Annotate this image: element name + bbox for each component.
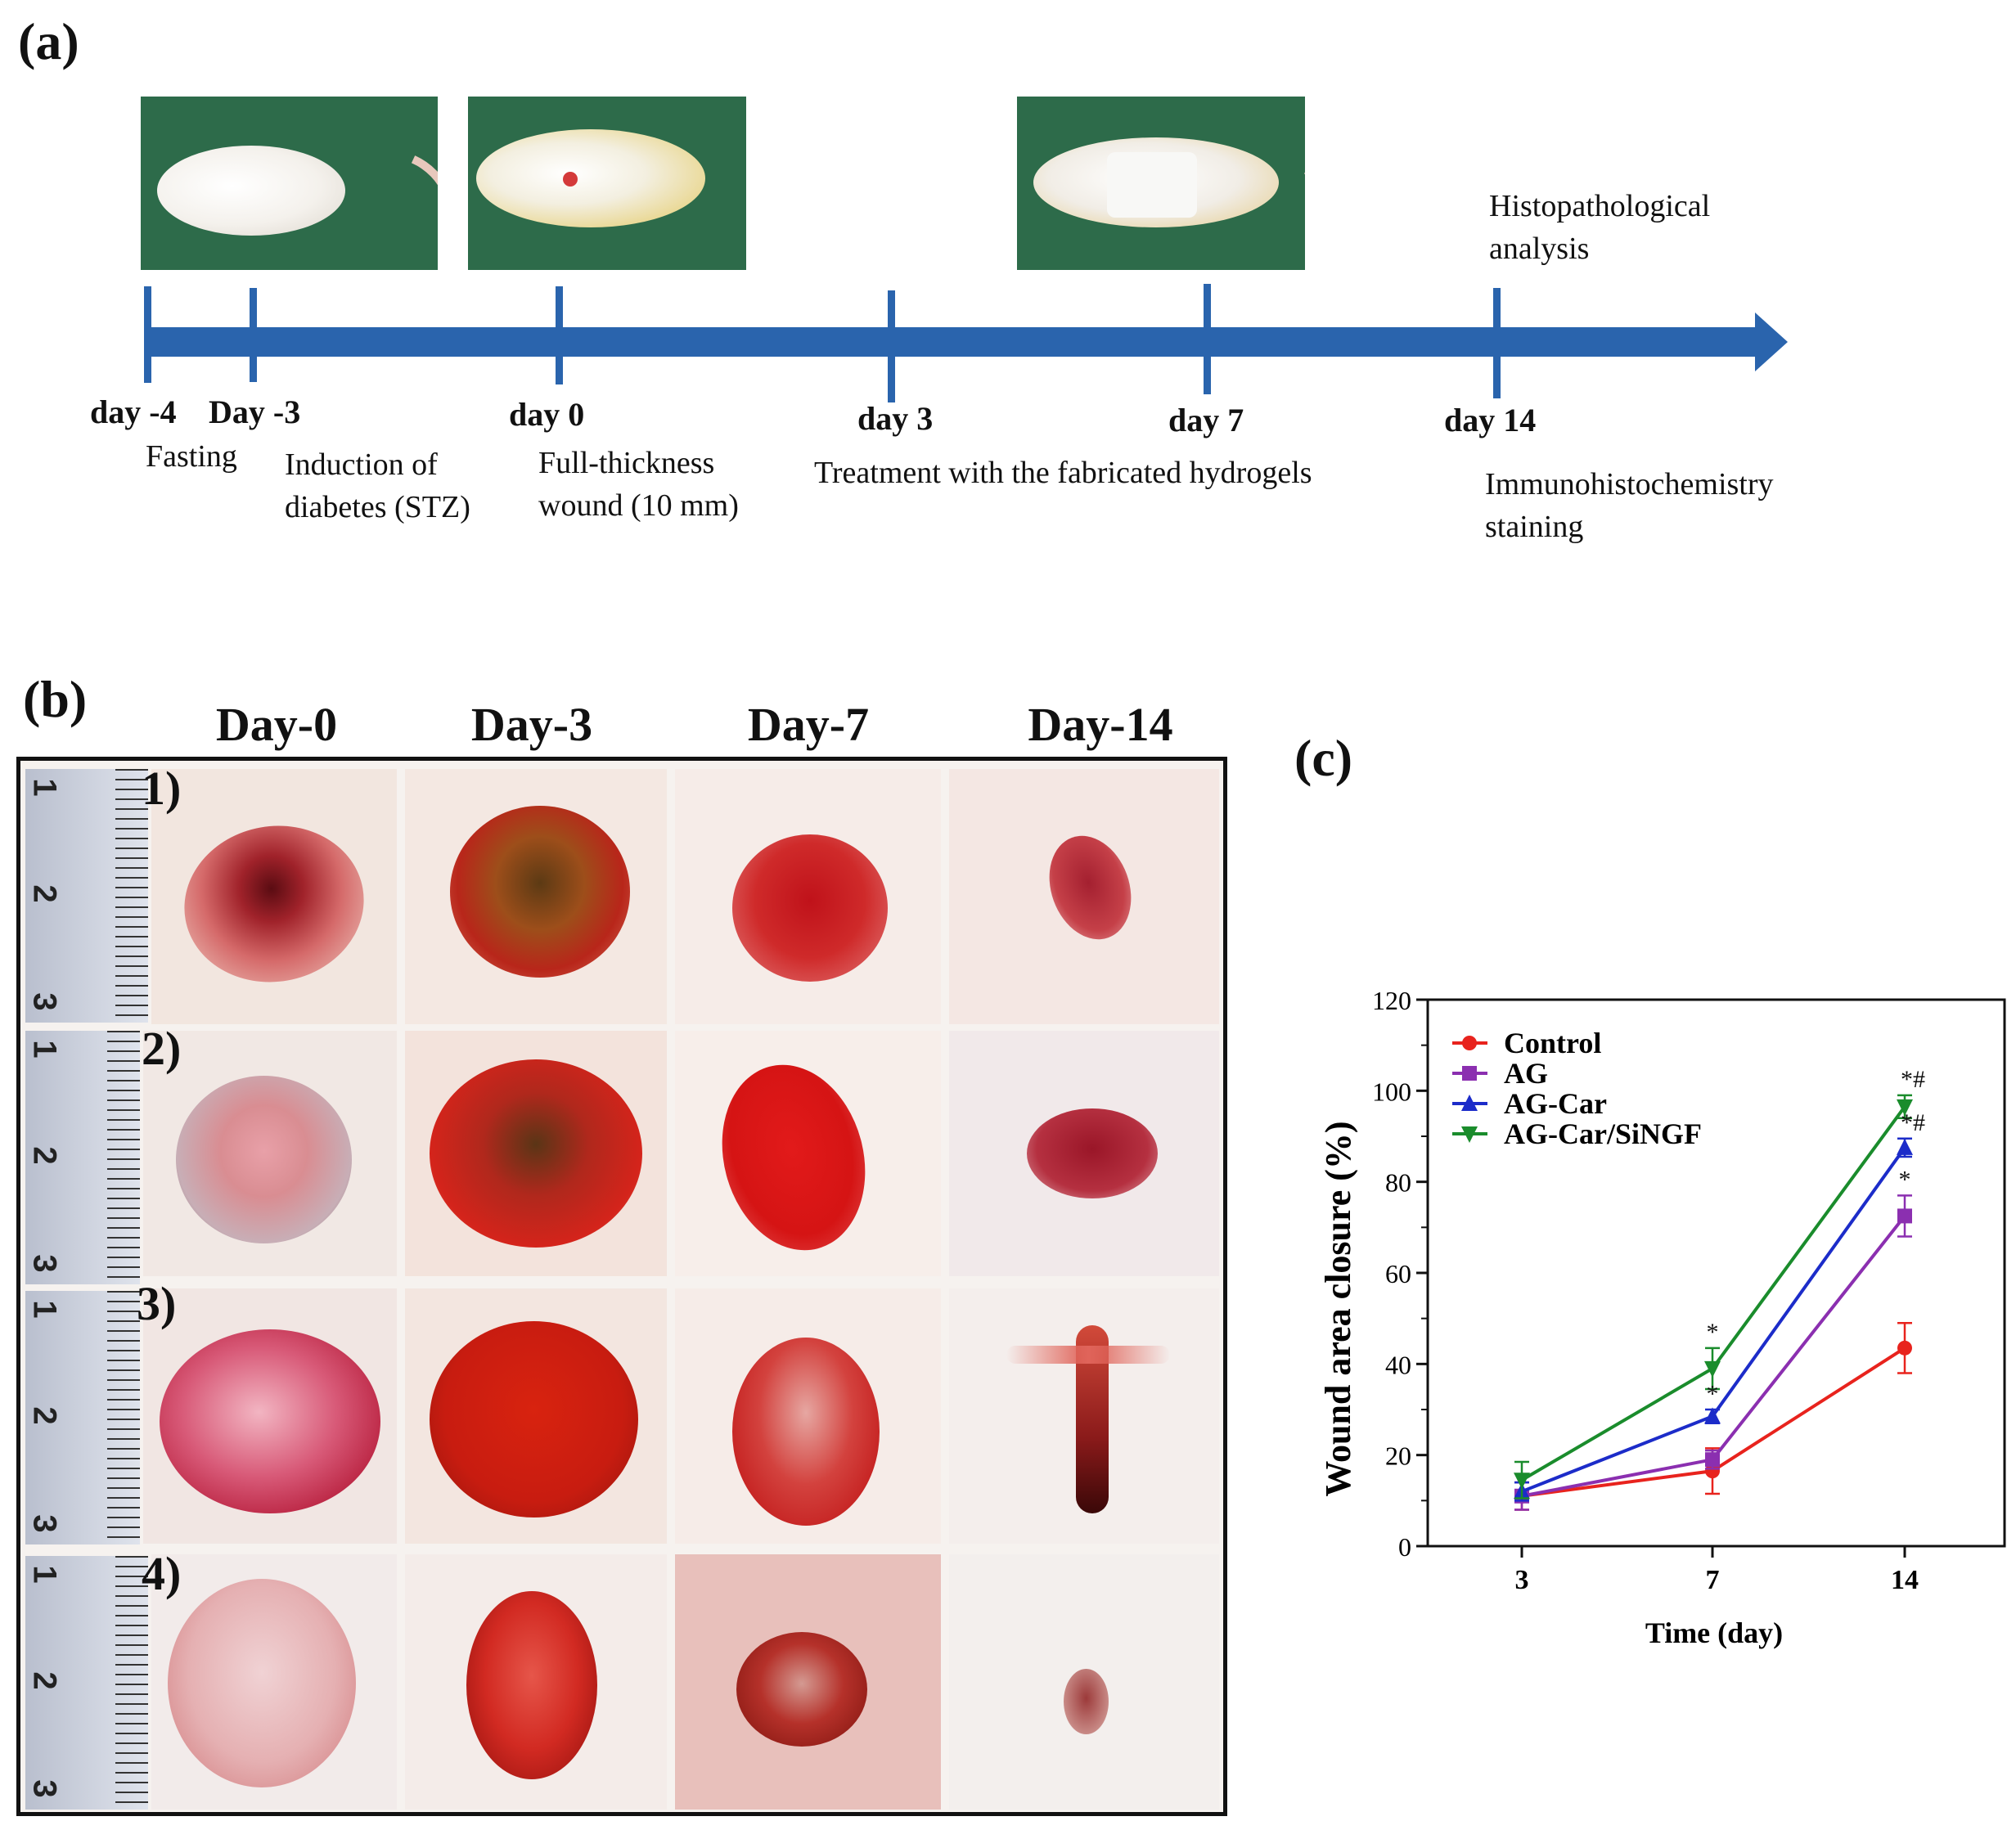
wound-photo-row1-day3: [405, 769, 667, 1024]
y-tick-label: 40: [1385, 1350, 1411, 1379]
timeline-arrow: [149, 312, 1788, 371]
wound-photo-row1-day0: [151, 769, 397, 1024]
timeline-tick: [250, 288, 257, 382]
y-tick-label: 120: [1372, 986, 1411, 1015]
event-induction-line2: diabetes (STZ): [285, 490, 470, 524]
event-fasting: Fasting: [146, 439, 237, 474]
significance-marker: *: [1899, 1166, 1911, 1193]
column-header-day7: Day-7: [747, 698, 870, 751]
event-histo-line1: Histopathological: [1489, 189, 1711, 223]
panel-a-letter: (a): [18, 12, 79, 70]
column-header-day0: Day-0: [215, 698, 338, 751]
day-label: day -4: [90, 393, 177, 430]
event-wound-line1: Full-thickness: [538, 446, 715, 480]
row-label: 4): [142, 1547, 182, 1600]
wound-photo-row3-day3: [405, 1288, 667, 1544]
row-label: 1): [142, 762, 182, 815]
data-point: [1897, 1340, 1912, 1356]
event-wound-line2: wound (10 mm): [538, 488, 739, 523]
data-point: [1897, 1208, 1912, 1224]
x-tick-label: 3: [1515, 1565, 1529, 1595]
series-ag-car: [1514, 1137, 1913, 1502]
day-label: day 7: [1168, 402, 1244, 438]
data-point: [1461, 1095, 1478, 1111]
ruler: 1 2 3: [25, 1031, 140, 1284]
data-point: [1462, 1036, 1477, 1050]
ruler: 1 2 3: [25, 1556, 148, 1810]
data-point: [1897, 1138, 1913, 1155]
ruler: 1 2 3: [25, 1291, 140, 1544]
photo-fasting-rat: [141, 97, 438, 270]
wound-photo-row4-day14: [949, 1554, 1219, 1810]
data-point: [1514, 1473, 1530, 1490]
row-label: 2): [142, 1022, 182, 1075]
wound-photo-row2-day14: [949, 1031, 1219, 1276]
wound-photo-row4-day0: [151, 1554, 397, 1810]
event-treatment: Treatment with the fabricated hydrogels: [814, 456, 1312, 490]
y-tick-label: 100: [1372, 1077, 1411, 1106]
wound-photo-row3-day0: [143, 1288, 397, 1544]
data-point: [1461, 1126, 1478, 1143]
row-label: 3): [137, 1277, 177, 1330]
timeline-tick: [1204, 284, 1211, 394]
timeline-tick: [556, 286, 563, 384]
column-header-day3: Day-3: [470, 698, 593, 751]
legend-label: Control: [1504, 1027, 1601, 1059]
legend-label: AG-Car/SiNGF: [1504, 1117, 1702, 1150]
significance-marker: *: [1707, 1380, 1719, 1407]
significance-marker: *#: [1901, 1066, 1925, 1093]
data-point: [1462, 1066, 1477, 1081]
wound-photo-row4-day3: [405, 1554, 667, 1810]
wound-photo-row3-day7: [675, 1288, 941, 1544]
x-tick-label: 14: [1891, 1565, 1919, 1595]
legend-label: AG: [1504, 1057, 1548, 1090]
significance-marker: *#: [1901, 1109, 1925, 1136]
ruler: 1 2 3: [25, 769, 148, 1023]
wound-image-grid: 1 2 3 1 2 3 1 2 3 1 2 3 1) 2): [16, 757, 1227, 1816]
data-point: [1704, 1360, 1721, 1378]
photo-treated-rat: [1017, 97, 1305, 270]
wound-photo-row3-day14: [949, 1288, 1219, 1544]
data-point: [1704, 1407, 1721, 1424]
event-immuno-line1: Immunohistochemistry: [1485, 467, 1774, 501]
photo-wound-rat: [468, 97, 746, 270]
y-axis-label: Wound area closure (%): [1318, 1121, 1358, 1496]
y-tick-label: 60: [1385, 1259, 1411, 1288]
x-tick-label: 7: [1706, 1565, 1720, 1595]
y-tick-label: 80: [1385, 1168, 1411, 1198]
series-ag-car-singf: [1514, 1094, 1913, 1500]
timeline-tick: [144, 286, 151, 383]
panel-b-letter: (b): [23, 670, 88, 728]
wound-photo-row1-day7: [675, 769, 941, 1024]
data-point: [1705, 1464, 1720, 1479]
x-axis-label: Time (day): [1645, 1616, 1783, 1649]
significance-marker: *: [1707, 1319, 1719, 1346]
column-header-day14: Day-14: [1028, 698, 1173, 751]
wound-photo-row2-day3: [405, 1031, 667, 1276]
day-label: Day -3: [209, 393, 301, 430]
data-point: [1897, 1099, 1913, 1116]
event-immuno-line2: staining: [1485, 510, 1584, 544]
day-label: day 14: [1444, 402, 1537, 438]
y-tick-label: 0: [1398, 1532, 1411, 1562]
wound-photo-row2-day7: [675, 1031, 941, 1276]
legend-label: AG-Car: [1504, 1087, 1607, 1120]
day-label: day 0: [509, 396, 585, 433]
event-induction-line1: Induction of: [285, 447, 438, 482]
data-point: [1705, 1452, 1720, 1468]
wound-photo-row1-day14: [949, 769, 1219, 1024]
timeline-tick: [888, 290, 895, 402]
event-histo-line2: analysis: [1489, 232, 1590, 266]
timeline-tick: [1493, 288, 1501, 398]
y-tick-label: 20: [1385, 1441, 1411, 1471]
day-label: day 3: [857, 400, 934, 437]
wound-photo-row4-day7: [675, 1554, 941, 1810]
wound-photo-row2-day0: [143, 1031, 397, 1276]
panel-c-letter: (c): [1294, 729, 1353, 787]
